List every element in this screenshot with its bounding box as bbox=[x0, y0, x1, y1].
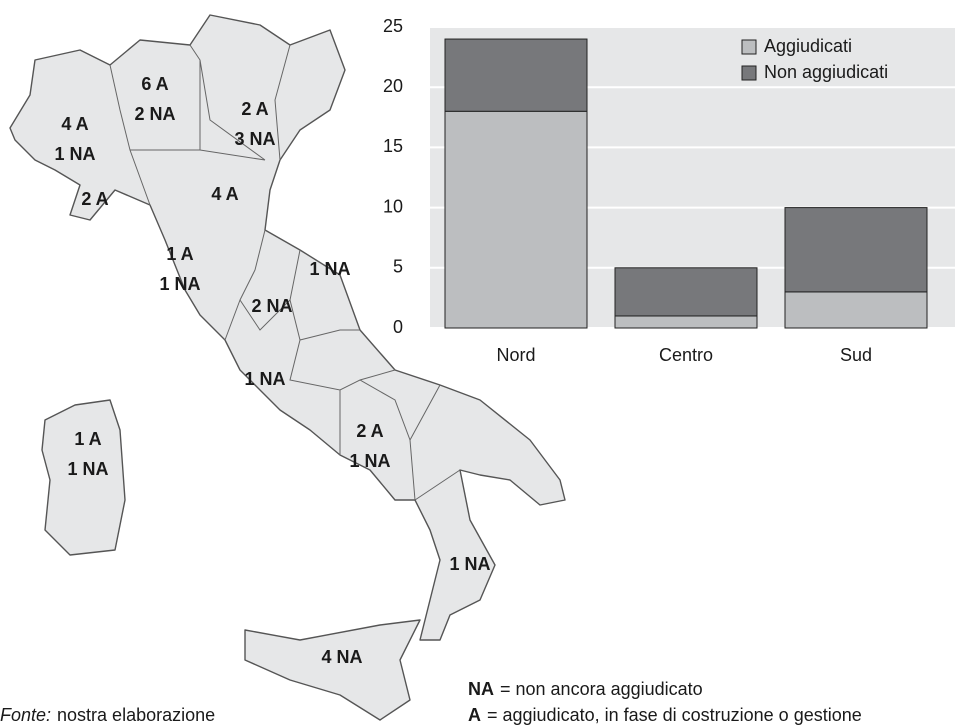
legend-text: = non ancora aggiudicato bbox=[500, 679, 703, 699]
region-label: 3 NA bbox=[234, 129, 275, 149]
y-tick-label: 15 bbox=[383, 136, 403, 156]
y-tick-label: 25 bbox=[383, 16, 403, 36]
region-label: 2 A bbox=[241, 99, 268, 119]
region-label: 1 NA bbox=[159, 274, 200, 294]
region-label: 1 NA bbox=[244, 369, 285, 389]
region-label: 1 NA bbox=[309, 259, 350, 279]
source-label: Fonte: bbox=[0, 705, 51, 725]
region-label: 4 A bbox=[211, 184, 238, 204]
region-label: 1 NA bbox=[449, 554, 490, 574]
map bbox=[9, 14, 566, 721]
legend-label: Aggiudicati bbox=[764, 36, 852, 56]
region-label: 1 NA bbox=[54, 144, 95, 164]
legend-swatch bbox=[741, 39, 757, 55]
x-tick-label: Nord bbox=[496, 345, 535, 365]
region-borders bbox=[109, 44, 461, 501]
bar-segment bbox=[444, 110, 588, 329]
sicily bbox=[244, 619, 421, 721]
region-label: 4 A bbox=[61, 114, 88, 134]
bar-segment bbox=[784, 207, 928, 293]
bar-segment bbox=[614, 267, 758, 317]
bar-segment bbox=[784, 291, 928, 329]
region-label: 1 A bbox=[74, 429, 101, 449]
region-label: 1 A bbox=[166, 244, 193, 264]
source-note: Fonte: nostra elaborazione bbox=[0, 705, 215, 725]
map-labels: 4 A 1 NA 6 A 2 NA 2 A 3 NA 2 A 4 A 1 A 1 NA 1 NA 2 … bbox=[54, 74, 490, 667]
legend-swatch bbox=[741, 65, 757, 81]
y-tick-label: 20 bbox=[383, 76, 403, 96]
region-label: 2 NA bbox=[134, 104, 175, 124]
region-label: 4 NA bbox=[321, 647, 362, 667]
region-label: 2 NA bbox=[251, 296, 292, 316]
legend-note: NA = non ancora aggiudicato bbox=[468, 679, 703, 699]
bar-segment bbox=[614, 315, 758, 329]
legend-key: NA bbox=[468, 679, 494, 699]
sardinia bbox=[41, 399, 126, 556]
x-tick-label: Sud bbox=[840, 345, 872, 365]
source-text: nostra elaborazione bbox=[57, 705, 215, 725]
legend-note: A = aggiudicato, in fase di costruzione o… bbox=[468, 705, 862, 725]
legend-text: = aggiudicato, in fase di costruzione o … bbox=[487, 705, 862, 725]
x-tick-label: Centro bbox=[659, 345, 713, 365]
region-label: 2 A bbox=[356, 421, 383, 441]
region-label: 2 A bbox=[81, 189, 108, 209]
y-tick-label: 0 bbox=[393, 317, 403, 337]
legend-key: A bbox=[468, 705, 481, 725]
chart: 0 5 10 15 20 25 Nord Centro Sud Aggiudicati Non ag… bbox=[383, 16, 955, 365]
y-tick-label: 5 bbox=[393, 257, 403, 277]
y-tick-label: 10 bbox=[383, 196, 403, 216]
region-label: 1 NA bbox=[67, 459, 108, 479]
region-label: 1 NA bbox=[349, 451, 390, 471]
legend-label: Non aggiudicati bbox=[764, 62, 888, 82]
bar-segment bbox=[444, 38, 588, 112]
region-label: 6 A bbox=[141, 74, 168, 94]
